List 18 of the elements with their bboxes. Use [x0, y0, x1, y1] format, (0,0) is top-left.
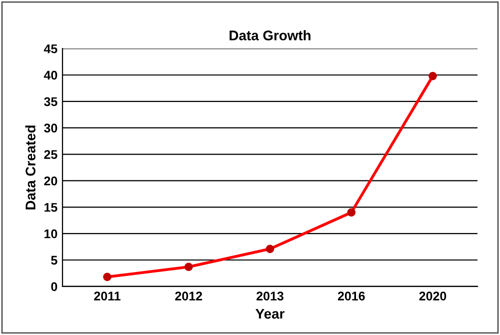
x-tick-label: 2016: [338, 292, 365, 300]
y-tick-label: 40: [44, 70, 58, 80]
chart-title: Data Growth: [230, 30, 310, 40]
x-tick-label: 2011: [94, 292, 120, 300]
y-tick-label: 35: [44, 97, 58, 106]
x-tick-label: 2013: [256, 292, 284, 300]
y-tick-label: 0: [51, 282, 58, 292]
y-tick-label: 30: [44, 124, 58, 133]
y-tick-label: 25: [44, 150, 58, 159]
y-tick-label: 45: [44, 44, 58, 54]
x-tick-label: 2012: [175, 292, 202, 300]
y-tick-label: 10: [44, 229, 58, 238]
y-tick-label: 5: [51, 256, 58, 265]
x-axis-title: Year: [256, 309, 284, 319]
y-tick-label: 20: [44, 176, 58, 186]
y-axis-title: Data Created: [25, 126, 36, 210]
y-tick-label: 15: [44, 203, 58, 212]
x-tick-label: 2020: [419, 292, 446, 300]
